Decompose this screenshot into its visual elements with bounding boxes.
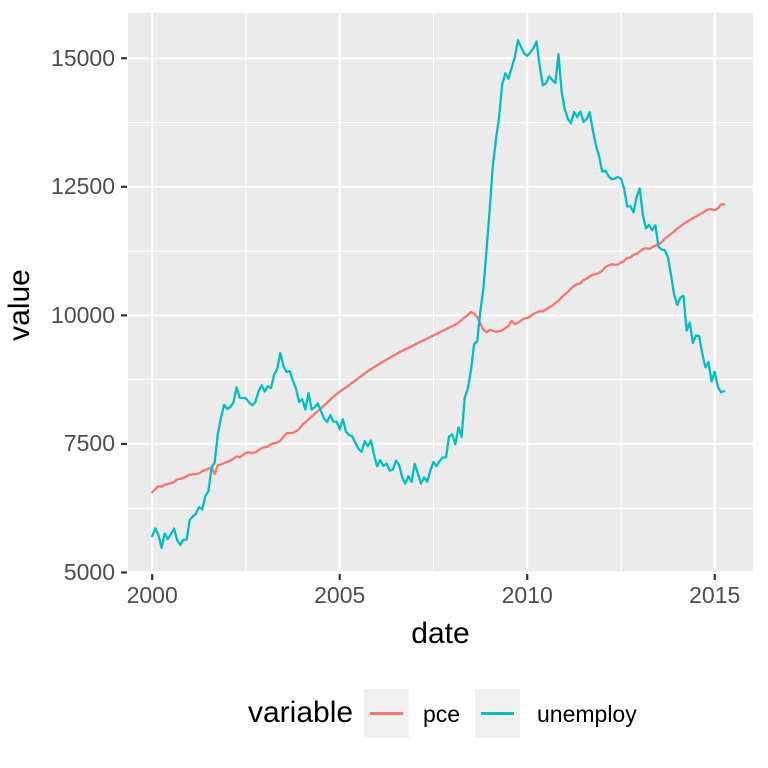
panel-background xyxy=(128,13,753,573)
pce-line xyxy=(151,203,726,494)
legend-key-pce xyxy=(364,689,409,738)
x-tick-label: 2005 xyxy=(314,582,366,608)
legend-label-pce: pce xyxy=(423,701,461,727)
y-tick-label: 5000 xyxy=(63,558,115,585)
pce-line-swatch xyxy=(370,712,403,715)
legend-label-unemploy: unemploy xyxy=(537,701,637,727)
x-tick-label: 2015 xyxy=(689,582,741,608)
legend-title: variable xyxy=(248,696,354,729)
y-tick-label: 12500 xyxy=(51,173,115,200)
unemploy-line-swatch xyxy=(481,712,514,715)
y-tick-label: 7500 xyxy=(63,430,115,457)
y-tick-label: 10000 xyxy=(51,301,115,328)
unemploy-line xyxy=(151,39,726,549)
x-axis-title: date xyxy=(411,617,470,650)
x-tick-label: 2010 xyxy=(501,582,553,608)
x-tick-label: 2000 xyxy=(126,582,178,608)
y-tick-label: 15000 xyxy=(51,44,115,71)
legend-key-unemploy xyxy=(475,689,520,738)
